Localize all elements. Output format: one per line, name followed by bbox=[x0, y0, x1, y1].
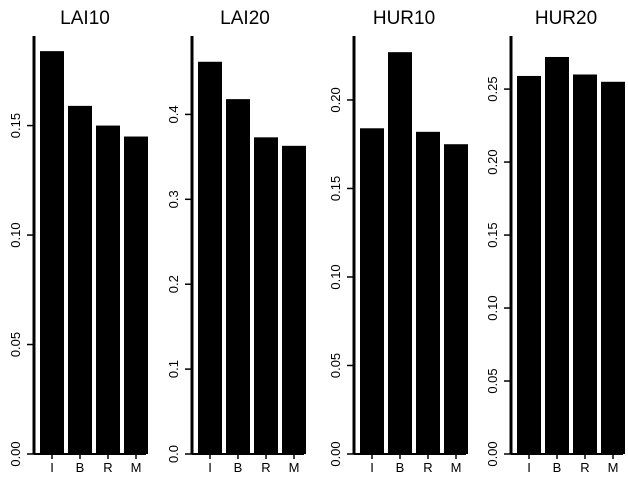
bar-B bbox=[226, 99, 250, 455]
y-tick-label: 0.10 bbox=[8, 222, 23, 247]
y-tick-label: 0.05 bbox=[485, 368, 500, 393]
panel-title: LAI10 bbox=[60, 8, 110, 29]
bar-M bbox=[282, 145, 306, 454]
bar-R bbox=[573, 74, 597, 455]
category-label: B bbox=[234, 460, 243, 475]
bar-I bbox=[360, 128, 384, 454]
y-tick-label: 0.20 bbox=[328, 87, 343, 112]
bar-M bbox=[601, 81, 625, 454]
panel-title: HUR10 bbox=[373, 8, 435, 29]
category-label: R bbox=[103, 460, 112, 475]
category-label: B bbox=[76, 460, 85, 475]
y-tick-label: 0.15 bbox=[485, 222, 500, 247]
y-tick-label: 0.3 bbox=[166, 190, 181, 208]
category-label: M bbox=[608, 460, 619, 475]
y-tick-label: 0.20 bbox=[485, 149, 500, 174]
category-label: I bbox=[50, 460, 54, 475]
category-label: B bbox=[553, 460, 562, 475]
y-tick-label: 0.15 bbox=[8, 113, 23, 138]
bar-I bbox=[517, 75, 541, 455]
bar-B bbox=[388, 52, 412, 454]
y-tick-label: 0.05 bbox=[8, 332, 23, 357]
y-tick-label: 0.10 bbox=[485, 295, 500, 320]
panel-title: LAI20 bbox=[220, 8, 270, 29]
y-tick-label: 0.0 bbox=[166, 445, 181, 463]
bar-M bbox=[444, 144, 468, 454]
bar-R bbox=[96, 125, 120, 454]
y-tick-label: 0.4 bbox=[166, 105, 181, 123]
category-label: I bbox=[527, 460, 531, 475]
y-tick-label: 0.05 bbox=[328, 353, 343, 378]
bar-M bbox=[124, 136, 148, 455]
y-tick-label: 0.10 bbox=[328, 264, 343, 289]
category-label: R bbox=[423, 460, 432, 475]
category-label: R bbox=[261, 460, 270, 475]
y-tick-label: 0.00 bbox=[328, 441, 343, 466]
y-tick-label: 0.1 bbox=[166, 360, 181, 378]
bar-R bbox=[416, 131, 440, 454]
panel-title: HUR20 bbox=[535, 8, 597, 29]
bar-R bbox=[254, 137, 278, 454]
category-label: M bbox=[131, 460, 142, 475]
category-label: I bbox=[208, 460, 212, 475]
y-tick-label: 0.00 bbox=[8, 441, 23, 466]
bar-B bbox=[68, 105, 92, 454]
y-tick-label: 0.2 bbox=[166, 275, 181, 293]
category-label: M bbox=[289, 460, 300, 475]
y-tick-label: 0.00 bbox=[485, 441, 500, 466]
bar-I bbox=[198, 61, 222, 455]
category-label: R bbox=[580, 460, 589, 475]
bar-I bbox=[40, 51, 64, 454]
category-label: M bbox=[451, 460, 462, 475]
category-label: I bbox=[370, 460, 374, 475]
y-tick-label: 0.15 bbox=[328, 176, 343, 201]
y-tick-label: 0.25 bbox=[485, 76, 500, 101]
category-label: B bbox=[396, 460, 405, 475]
bar-B bbox=[545, 56, 569, 455]
